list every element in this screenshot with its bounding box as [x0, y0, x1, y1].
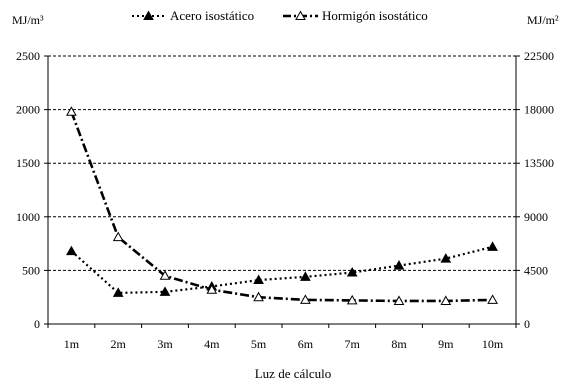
- axes: [47, 56, 517, 325]
- right-tick-label-0: 0: [524, 317, 530, 331]
- x-axis-title: Luz de cálculo: [255, 366, 332, 381]
- series-1-point-6: [346, 294, 358, 305]
- right-tick-label-2: 9000: [524, 210, 548, 224]
- data-series: [66, 106, 498, 305]
- series-line-0: [70, 245, 493, 295]
- legend-marker-acero: [143, 10, 154, 20]
- right-tick-label-1: 4500: [524, 263, 548, 277]
- legend-label-hormigon: Hormigón isostático: [322, 8, 428, 23]
- right-axis-unit: MJ/m²: [527, 13, 559, 27]
- series-1-point-7: [393, 295, 405, 305]
- right-axis-ticks: 0 4500 9000 13500 18000 22500: [516, 49, 554, 331]
- series-1-point-3: [206, 284, 218, 294]
- right-tick-label-4: 18000: [524, 103, 554, 117]
- left-tick-label-0: 0: [34, 317, 40, 331]
- series-1-point-9: [487, 294, 498, 304]
- x-tick-label-0: 1m: [64, 337, 80, 351]
- series-1-point-4: [253, 291, 264, 302]
- x-tick-label-7: 8m: [391, 337, 407, 351]
- left-tick-label-3: 1500: [16, 156, 40, 170]
- left-tick-label-4: 2000: [16, 103, 40, 117]
- series-0-point-8: [440, 253, 452, 263]
- series-0-point-2: [159, 286, 171, 296]
- legend-label-acero: Acero isostático: [170, 8, 254, 23]
- series-1-point-2: [159, 270, 171, 280]
- x-tick-label-4: 5m: [251, 337, 267, 351]
- series-0-point-4: [253, 274, 264, 285]
- x-tick-label-3: 4m: [204, 337, 220, 351]
- series-0-point-9: [487, 241, 498, 251]
- x-tick-label-1: 2m: [111, 337, 127, 351]
- left-tick-label-1: 500: [22, 263, 40, 277]
- legend-marker-hormigon: [295, 10, 306, 20]
- x-tick-label-5: 6m: [298, 337, 314, 351]
- x-axis-ticks: 1m 2m 3m 4m 5m 6m 7m 8m 9m 10m: [47, 324, 517, 351]
- x-tick-label-6: 7m: [345, 337, 361, 351]
- legend-item-acero: Acero isostático: [132, 8, 254, 23]
- left-tick-label-5: 2500: [16, 49, 40, 63]
- x-tick-label-9: 10m: [482, 337, 504, 351]
- series-1-point-1: [112, 231, 124, 242]
- grid-lines: [48, 55, 516, 271]
- series-0-point-5: [300, 271, 311, 281]
- series-1-point-0: [66, 106, 77, 116]
- series-0-point-7: [393, 260, 405, 270]
- left-tick-label-2: 1000: [16, 210, 40, 224]
- right-tick-label-5: 22500: [524, 49, 554, 63]
- series-0-point-0: [66, 245, 77, 256]
- left-axis-unit: MJ/m³: [12, 13, 44, 27]
- x-tick-label-8: 9m: [438, 337, 454, 351]
- series-0-point-6: [346, 267, 358, 277]
- left-axis-ticks: 0 500 1000 1500 2000 2500: [16, 49, 48, 331]
- series-0-point-1: [112, 287, 124, 297]
- chart-legend: Acero isostático Hormigón isostático: [132, 8, 428, 23]
- x-tick-label-2: 3m: [157, 337, 173, 351]
- series-line-1: [70, 111, 493, 303]
- series-1-point-5: [300, 294, 311, 304]
- legend-item-hormigon: Hormigón isostático: [283, 8, 428, 23]
- right-tick-label-3: 13500: [524, 156, 554, 170]
- series-1-point-8: [440, 295, 452, 305]
